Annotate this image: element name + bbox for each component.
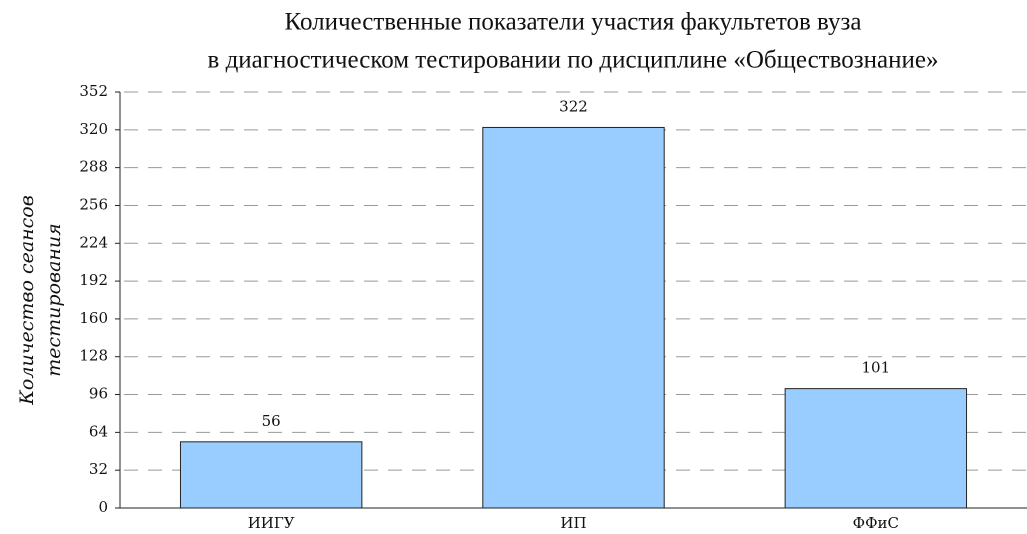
y-tick-label: 320 xyxy=(79,120,108,138)
x-tick-label: ФФиС xyxy=(853,514,899,532)
value-label: 56 xyxy=(262,412,281,430)
y-tick-label: 64 xyxy=(89,422,108,440)
chart-title: Количественные показатели участия факуль… xyxy=(285,9,862,36)
y-tick-label: 256 xyxy=(79,195,108,213)
y-tick-label: 96 xyxy=(89,385,108,403)
x-tick-label: ИИГУ xyxy=(248,514,295,532)
bar xyxy=(784,388,968,509)
bar xyxy=(482,126,665,509)
chart-title: в диагностическом тестировании по дисцип… xyxy=(208,47,939,74)
bar xyxy=(179,441,363,509)
value-label: 322 xyxy=(559,97,588,115)
value-label: 101 xyxy=(862,359,891,377)
y-tick-label: 32 xyxy=(89,460,108,478)
y-tick-label: 192 xyxy=(79,271,108,289)
x-tick-label: ИП xyxy=(560,514,586,532)
y-tick-label: 160 xyxy=(79,309,108,327)
y-tick-label: 0 xyxy=(98,498,108,516)
y-tick-label: 288 xyxy=(79,158,108,176)
y-tick-label: 128 xyxy=(79,347,108,365)
y-tick-label: 352 xyxy=(79,82,108,100)
y-axis-label: Количество сеансов xyxy=(16,195,38,406)
y-axis-label: тестирования xyxy=(43,223,65,376)
y-tick-label: 224 xyxy=(79,233,108,251)
